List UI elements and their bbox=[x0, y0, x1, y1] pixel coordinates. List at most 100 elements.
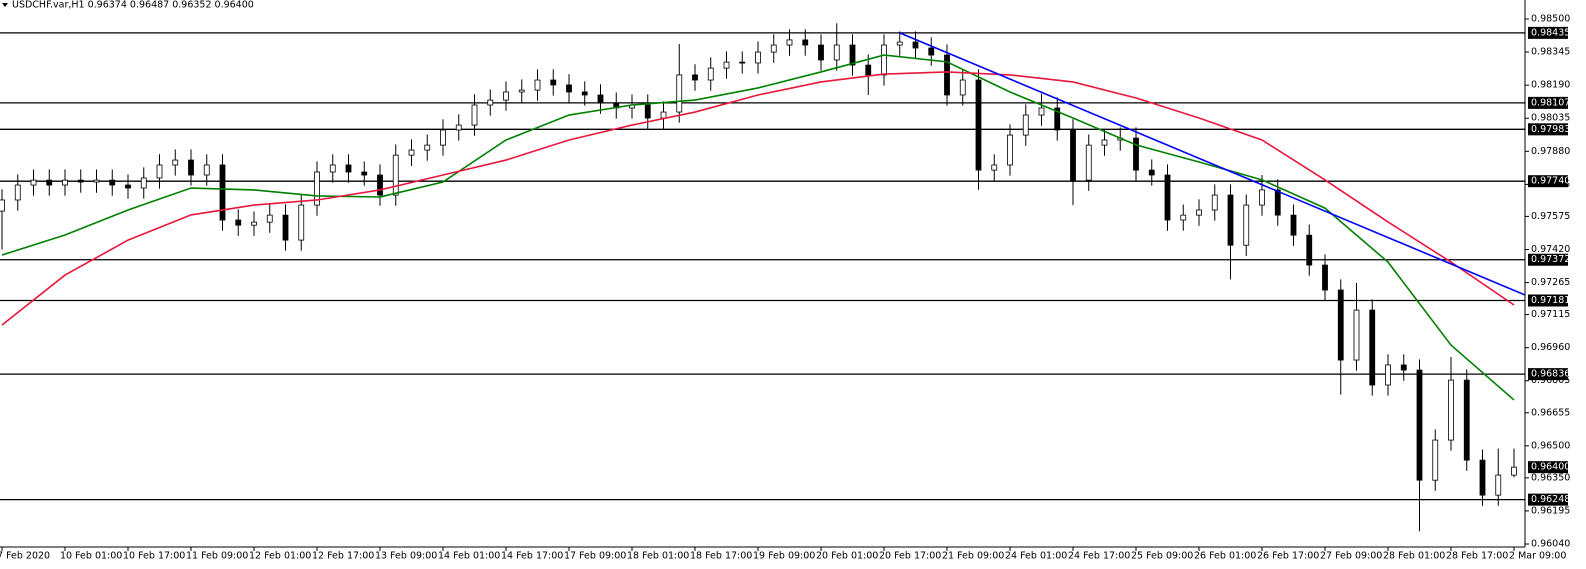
x-tick-label: 21 Feb 09:00 bbox=[942, 551, 1004, 562]
candle-body bbox=[1511, 466, 1517, 476]
candle-body bbox=[424, 144, 431, 151]
x-tick-label: 26 Feb 01:00 bbox=[1194, 551, 1256, 562]
level-label: 0.97372 bbox=[1531, 254, 1570, 265]
x-tick-label: 24 Feb 17:00 bbox=[1068, 551, 1130, 562]
candle-body bbox=[298, 204, 305, 241]
candle-body bbox=[219, 164, 226, 221]
x-tick-label: 2 Mar 09:00 bbox=[1509, 551, 1566, 562]
candle-body bbox=[833, 44, 840, 61]
candle-body bbox=[172, 159, 179, 166]
x-tick-label: 18 Feb 01:00 bbox=[627, 551, 689, 562]
candle-body bbox=[550, 79, 557, 86]
x-tick-label: 18 Feb 17:00 bbox=[690, 551, 752, 562]
menu-arrow[interactable] bbox=[2, 3, 8, 7]
candle-body bbox=[928, 47, 935, 56]
candle-body bbox=[1101, 139, 1108, 146]
x-tick-label: 27 Feb 09:00 bbox=[1320, 551, 1382, 562]
level-box bbox=[1528, 96, 1568, 109]
candle-body bbox=[1337, 289, 1344, 361]
level-box bbox=[1528, 253, 1568, 266]
candle-body bbox=[77, 179, 84, 183]
candle-body bbox=[46, 179, 53, 186]
level-box bbox=[1528, 123, 1568, 136]
candle-body bbox=[1385, 364, 1391, 386]
candle-body bbox=[1400, 364, 1407, 371]
candle-body bbox=[140, 177, 147, 189]
x-tick-label: 28 Feb 17:00 bbox=[1446, 551, 1508, 562]
candle-body bbox=[1227, 194, 1234, 246]
candle-body bbox=[0, 199, 5, 212]
y-tick-label: 0.96805 bbox=[1531, 375, 1570, 386]
candle-body bbox=[755, 51, 761, 64]
candle-body bbox=[707, 67, 714, 81]
candle-body bbox=[1369, 309, 1376, 386]
candle-body bbox=[1274, 189, 1281, 216]
candle-body bbox=[361, 171, 368, 176]
x-tick-label: 12 Feb 01:00 bbox=[249, 551, 311, 562]
x-tick-label: 14 Feb 17:00 bbox=[501, 551, 563, 562]
current-price-box bbox=[1528, 461, 1568, 474]
candle-body bbox=[30, 179, 37, 186]
y-tick-label: 0.98035 bbox=[1531, 113, 1570, 124]
candle-body bbox=[1353, 309, 1360, 361]
candle-body bbox=[739, 61, 746, 64]
candle-body bbox=[534, 79, 541, 91]
candle-body bbox=[1133, 137, 1139, 171]
y-tick-label: 0.97420 bbox=[1531, 244, 1570, 255]
candle-body bbox=[1479, 459, 1486, 496]
candle-body bbox=[597, 94, 604, 104]
x-tick-label: 10 Feb 01:00 bbox=[60, 551, 122, 562]
candle-body bbox=[503, 91, 509, 101]
candle-body bbox=[1007, 134, 1013, 166]
axis-layer: 0.98500 0.98345 0.98190 0.98035 0.97880 0.977… bbox=[0, 13, 1570, 561]
candle-body bbox=[881, 44, 887, 76]
x-tick-label: 20 Feb 01:00 bbox=[816, 551, 878, 562]
y-tick-label: 0.98500 bbox=[1531, 13, 1570, 24]
candle-body bbox=[1416, 369, 1423, 481]
y-tick-label: 0.97115 bbox=[1531, 309, 1570, 320]
candle-body bbox=[1164, 174, 1171, 221]
candle-body bbox=[802, 39, 809, 46]
candle-body bbox=[266, 214, 273, 223]
x-tick-label: 10 Feb 17:00 bbox=[123, 551, 185, 562]
candle-body bbox=[1022, 114, 1029, 136]
candle-body bbox=[156, 164, 163, 179]
candle-body bbox=[392, 154, 399, 196]
candle-body bbox=[991, 164, 998, 171]
indicator-line bbox=[1, 54, 1515, 401]
candle-body bbox=[692, 74, 698, 81]
level-box bbox=[1528, 493, 1568, 506]
y-tick-label: 0.96350 bbox=[1531, 472, 1570, 483]
candle-body bbox=[786, 39, 793, 46]
x-tick-label: 25 Feb 09:00 bbox=[1131, 551, 1193, 562]
candle-body bbox=[975, 79, 982, 171]
candle-body bbox=[660, 111, 667, 119]
candle-body bbox=[251, 221, 257, 226]
candle-body bbox=[959, 79, 966, 96]
candle-body bbox=[818, 44, 824, 61]
level-label: 0.96248 bbox=[1531, 494, 1570, 505]
indicator-line bbox=[899, 32, 1525, 296]
indicator-line bbox=[1, 71, 1515, 326]
level-label: 0.97181 bbox=[1531, 295, 1570, 306]
candle-body bbox=[1463, 379, 1470, 461]
x-tick-label: 24 Feb 01:00 bbox=[1005, 551, 1067, 562]
level-label: 0.97983 bbox=[1531, 124, 1570, 135]
candle-body bbox=[1306, 234, 1313, 266]
y-tick-label: 0.96655 bbox=[1531, 407, 1570, 418]
y-tick-label: 0.96960 bbox=[1531, 342, 1570, 353]
level-label: 0.97740 bbox=[1531, 176, 1570, 187]
candle-body bbox=[518, 89, 525, 93]
y-tick-label: 0.97575 bbox=[1531, 211, 1570, 222]
candle-body bbox=[849, 44, 856, 66]
candle-body bbox=[1196, 209, 1202, 216]
candle-body bbox=[487, 99, 494, 106]
candle-body bbox=[455, 124, 462, 131]
level-label: 0.98107 bbox=[1531, 97, 1570, 108]
candle-body bbox=[1495, 474, 1502, 496]
candle-body bbox=[377, 174, 383, 196]
candle-body bbox=[1148, 169, 1155, 176]
level-box bbox=[1528, 294, 1568, 307]
y-tick-label: 0.96500 bbox=[1531, 440, 1570, 451]
